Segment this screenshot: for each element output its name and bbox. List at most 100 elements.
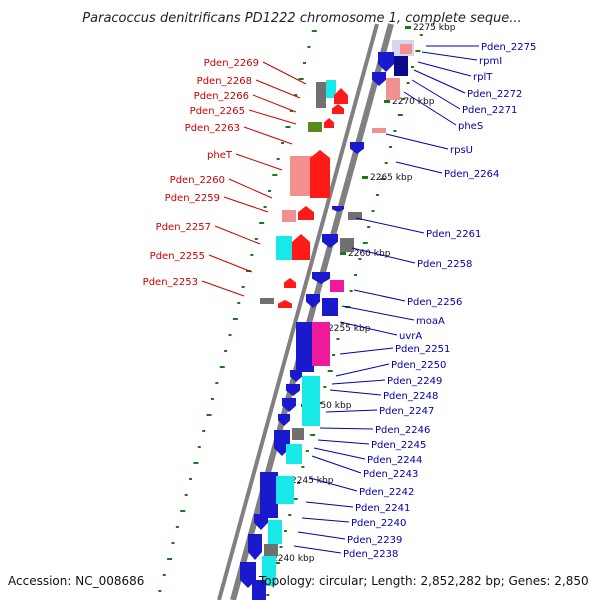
right-connector [341, 305, 415, 321]
right-gene-label: uvrA [399, 331, 422, 342]
left-gene-label: Pden_2253 [143, 277, 198, 288]
right-gene-arrow [254, 514, 268, 530]
tick-mark [405, 26, 411, 29]
topology-label: Topology: circular; Length: 2,852,282 bp… [258, 574, 589, 588]
sequence-axis [217, 23, 394, 600]
gc-dot [294, 94, 298, 96]
gc-dot [307, 46, 311, 48]
left-gene-arrow [292, 234, 310, 260]
right-gene-label: Pden_2251 [395, 344, 450, 355]
left-gene-arrow [278, 300, 292, 308]
gc-dot [285, 126, 291, 128]
right-gene-label: Pden_2238 [343, 549, 398, 560]
right-gene-box [252, 580, 266, 600]
right-connector [413, 69, 466, 94]
gc-dot [267, 190, 271, 192]
right-gene-box [312, 322, 330, 366]
right-gene-label: Pden_2241 [355, 503, 410, 514]
left-gene-box [308, 122, 322, 132]
right-connector [309, 477, 358, 492]
right-gene-box [262, 556, 276, 586]
right-gene-arrow [322, 234, 338, 248]
right-connector [395, 161, 443, 174]
right-gene-label: Pden_2246 [375, 425, 430, 436]
gc-dot [219, 366, 225, 368]
tick-label: 2260 kbp [348, 249, 391, 259]
right-gene-arrow [378, 52, 394, 72]
gc-skew-track [158, 30, 423, 596]
right-gene-arrow [248, 534, 262, 560]
right-connector [351, 247, 416, 264]
gc-dot [311, 30, 317, 32]
left-connector [252, 94, 297, 113]
gc-dot [279, 546, 283, 548]
gc-dot [283, 530, 287, 532]
gc-dot [237, 302, 241, 304]
left-gene-label: Pden_2269 [204, 58, 259, 69]
gc-dot [297, 482, 301, 484]
right-gene-label: Pden_2271 [462, 105, 517, 116]
right-gene-label: Pden_2248 [383, 391, 438, 402]
left-gene-label: Pden_2255 [150, 251, 205, 262]
map-title: Paracoccus denitrificans PD1222 chromoso… [82, 11, 521, 26]
right-gene-box [348, 212, 362, 220]
accession-label: Accession: NC_008686 [8, 574, 144, 588]
tick-label: 2275 kbp [413, 23, 456, 33]
right-gene-box [296, 322, 314, 372]
right-gene-label: Pden_2249 [387, 376, 442, 387]
gc-dot [275, 562, 281, 564]
right-gene-label: Pden_2250 [391, 360, 446, 371]
right-gene-arrow [286, 384, 300, 396]
left-connector [214, 225, 261, 245]
gc-dot [380, 178, 386, 180]
gc-dot [301, 466, 305, 468]
gc-dot [305, 450, 309, 452]
right-gene-arrow [350, 142, 364, 154]
left-connector [201, 280, 245, 297]
gc-dot [259, 222, 265, 224]
gc-dot [389, 146, 393, 148]
left-gene-box [326, 80, 336, 98]
right-gene-label: rpmI [479, 56, 502, 67]
gc-dot [411, 66, 415, 68]
gc-dot [162, 574, 166, 576]
right-connector [417, 61, 472, 77]
gc-dot [241, 286, 245, 288]
right-connector [297, 531, 346, 540]
right-connector [339, 347, 394, 355]
left-gene-box [260, 298, 274, 304]
left-gene-label: Pden_2257 [156, 222, 211, 233]
tick-label: 2265 kbp [370, 173, 413, 183]
tick-label: 2255 kbp [328, 324, 371, 334]
gc-dot [193, 462, 199, 464]
gc-dot [397, 114, 403, 116]
right-connector [293, 545, 342, 554]
gc-dot [263, 206, 267, 208]
left-gene-label: pheT [207, 150, 233, 161]
gc-dot [336, 338, 340, 340]
right-gene-box [322, 298, 338, 316]
right-gene-label: Pden_2245 [371, 440, 426, 451]
left-gene-box [282, 210, 296, 222]
gc-dot [367, 226, 371, 228]
left-gene-arrow [332, 104, 344, 114]
right-gene-box [260, 472, 278, 518]
left-gene-arrow [334, 88, 348, 104]
right-gene-arrow [332, 206, 344, 212]
left-gene-box [316, 82, 326, 108]
gc-dot [266, 594, 270, 596]
gc-dot [415, 50, 421, 52]
gc-dot [371, 210, 375, 212]
left-gene-label: Pden_2266 [194, 91, 249, 102]
right-connector [355, 217, 425, 234]
right-connector [325, 409, 378, 413]
gc-dot [281, 142, 285, 144]
gc-dot [224, 350, 228, 352]
gc-dot [303, 62, 307, 64]
right-gene-label: Pden_2242 [359, 487, 414, 498]
gc-dot [358, 258, 362, 260]
gc-dot [362, 242, 368, 244]
right-connector [339, 321, 398, 336]
right-gene-box [268, 520, 282, 544]
gc-dot [276, 158, 280, 160]
